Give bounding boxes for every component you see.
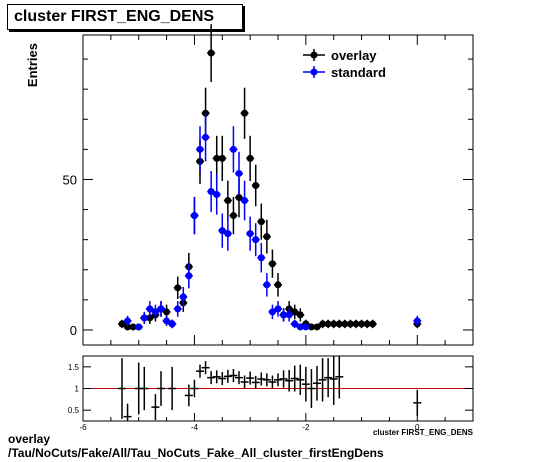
- standard-point: [140, 314, 148, 322]
- overlay-point: [324, 320, 332, 328]
- legend-label-standard: standard: [331, 65, 386, 80]
- overlay-point: [241, 109, 249, 117]
- overlay-point: [146, 314, 154, 322]
- overlay-point: [257, 218, 265, 226]
- main-plot-frame: [82, 34, 474, 346]
- standard-point: [257, 254, 265, 262]
- overlay-point: [213, 154, 221, 162]
- standard-point: [179, 293, 187, 301]
- standard-point: [252, 236, 260, 244]
- standard-point: [168, 320, 176, 328]
- overlay-point: [274, 281, 282, 289]
- overlay-point: [319, 320, 327, 328]
- overlay-point: [124, 323, 132, 331]
- overlay-point: [296, 311, 304, 319]
- standard-point: [302, 323, 310, 331]
- legend-marker-overlay: [310, 51, 318, 59]
- overlay-point: [330, 320, 338, 328]
- overlay-point: [129, 323, 137, 331]
- standard-point: [268, 308, 276, 316]
- ratio-x-tick-label: -2: [302, 423, 310, 432]
- standard-point: [296, 323, 304, 331]
- legend-marker-standard: [310, 68, 318, 76]
- overlay-point: [346, 320, 354, 328]
- overlay-point: [341, 320, 349, 328]
- overlay-point: [369, 320, 377, 328]
- overlay-point: [218, 154, 226, 162]
- overlay-point: [229, 212, 237, 220]
- standard-point: [135, 323, 143, 331]
- overlay-point: [352, 320, 360, 328]
- standard-point: [246, 230, 254, 238]
- footer-line-1: overlay: [8, 432, 51, 446]
- overlay-point: [252, 181, 260, 189]
- y-tick-label: 0: [70, 323, 77, 338]
- overlay-point: [268, 260, 276, 268]
- ratio-x-tick-label: -4: [191, 423, 199, 432]
- chart-title: cluster FIRST_ENG_DENS: [14, 8, 215, 25]
- footer-caption: overlay /Tau/NoCuts/Fake/All/Tau_NoCuts_…: [8, 432, 384, 460]
- x-axis-label: cluster FIRST_ENG_DENS: [373, 428, 474, 437]
- standard-point: [229, 145, 237, 153]
- ratio-y-tick-label: 1: [75, 385, 80, 394]
- standard-point: [285, 311, 293, 319]
- standard-point: [213, 191, 221, 199]
- overlay-point: [313, 323, 321, 331]
- overlay-point: [291, 308, 299, 316]
- y-tick-label: 50: [63, 172, 77, 187]
- overlay-point: [363, 320, 371, 328]
- standard-point: [280, 311, 288, 319]
- standard-point: [202, 133, 210, 141]
- standard-point: [190, 212, 198, 220]
- ratio-y-tick-label: 0.5: [68, 406, 80, 415]
- chart-title-box: cluster FIRST_ENG_DENS: [7, 4, 243, 30]
- overlay-point: [263, 233, 271, 241]
- standard-point: [163, 317, 171, 325]
- overlay-point: [118, 320, 126, 328]
- ratio-y-tick-label: 1.5: [68, 363, 80, 372]
- standard-point: [224, 230, 232, 238]
- standard-point: [207, 188, 215, 196]
- standard-point: [235, 169, 243, 177]
- standard-point: [241, 197, 249, 205]
- overlay-point: [358, 320, 366, 328]
- standard-point: [185, 272, 193, 280]
- standard-point: [263, 281, 271, 289]
- overlay-point: [224, 197, 232, 205]
- overlay-point: [235, 194, 243, 202]
- overlay-point: [246, 154, 254, 162]
- footer-line-2: /Tau/NoCuts/Fake/All/Tau_NoCuts_Fake_All…: [8, 446, 384, 460]
- y-axis-label: Entries: [25, 43, 40, 87]
- standard-point: [291, 320, 299, 328]
- standard-point: [151, 308, 159, 316]
- standard-point: [146, 305, 154, 313]
- overlay-point: [307, 323, 315, 331]
- ratio-x-tick-label: 0: [415, 423, 420, 432]
- standard-point: [274, 305, 282, 313]
- overlay-point: [174, 284, 182, 292]
- overlay-point: [163, 308, 171, 316]
- standard-point: [157, 305, 165, 313]
- overlay-point: [335, 320, 343, 328]
- standard-point: [174, 305, 182, 313]
- standard-point: [218, 227, 226, 235]
- standard-point: [124, 317, 132, 325]
- overlay-point: [207, 49, 215, 57]
- standard-point: [413, 317, 421, 325]
- ratio-x-tick-label: -6: [79, 423, 87, 432]
- legend-label-overlay: overlay: [331, 48, 377, 63]
- standard-point: [196, 145, 204, 153]
